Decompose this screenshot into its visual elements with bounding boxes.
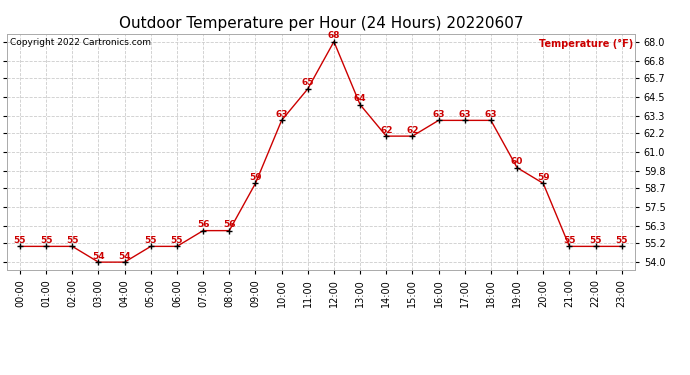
Title: Outdoor Temperature per Hour (24 Hours) 20220607: Outdoor Temperature per Hour (24 Hours) …	[119, 16, 523, 31]
Text: 65: 65	[302, 78, 314, 87]
Text: 55: 55	[615, 236, 628, 245]
Text: 64: 64	[354, 94, 366, 103]
Text: 56: 56	[197, 220, 209, 229]
Text: 63: 63	[433, 110, 445, 119]
Text: 62: 62	[380, 126, 393, 135]
Text: 54: 54	[92, 252, 105, 261]
Text: 63: 63	[275, 110, 288, 119]
Text: Temperature (°F): Temperature (°F)	[540, 39, 633, 48]
Text: 55: 55	[144, 236, 157, 245]
Text: 55: 55	[563, 236, 575, 245]
Text: 68: 68	[328, 31, 340, 40]
Text: Copyright 2022 Cartronics.com: Copyright 2022 Cartronics.com	[10, 39, 151, 48]
Text: 55: 55	[66, 236, 79, 245]
Text: 55: 55	[40, 236, 52, 245]
Text: 60: 60	[511, 157, 523, 166]
Text: 55: 55	[589, 236, 602, 245]
Text: 55: 55	[170, 236, 184, 245]
Text: 56: 56	[223, 220, 235, 229]
Text: 55: 55	[14, 236, 26, 245]
Text: 54: 54	[118, 252, 131, 261]
Text: 63: 63	[458, 110, 471, 119]
Text: 59: 59	[249, 173, 262, 182]
Text: 62: 62	[406, 126, 419, 135]
Text: 59: 59	[537, 173, 549, 182]
Text: 63: 63	[484, 110, 497, 119]
